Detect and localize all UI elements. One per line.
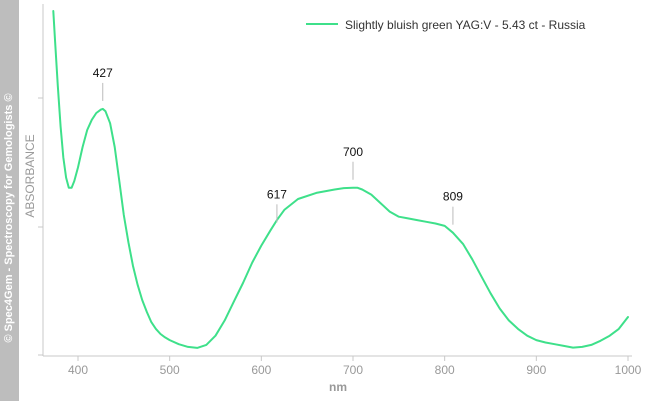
annotation-label: 427 xyxy=(93,66,113,80)
annotation-label: 617 xyxy=(267,187,287,201)
x-tick-label: 900 xyxy=(526,363,546,377)
x-tick-label: 1000 xyxy=(615,363,642,377)
legend-label: Slightly bluish green YAG:V - 5.43 ct - … xyxy=(345,18,586,32)
spectrum-line xyxy=(52,10,629,349)
x-axis-label: nm xyxy=(329,380,347,394)
x-tick-label: 500 xyxy=(160,363,180,377)
x-tick-label: 800 xyxy=(435,363,455,377)
x-ticks: 400 500 600 700 800 900 1000 xyxy=(68,356,642,377)
peak-annotations: 427 617 700 809 xyxy=(93,66,463,225)
x-tick-label: 600 xyxy=(251,363,271,377)
annotation-label: 809 xyxy=(443,190,463,204)
legend: Slightly bluish green YAG:V - 5.43 ct - … xyxy=(306,18,586,32)
chart-axes xyxy=(38,4,632,357)
x-tick-label: 700 xyxy=(343,363,363,377)
y-axis-label: ABSORBANCE xyxy=(23,134,37,217)
x-tick-label: 400 xyxy=(68,363,88,377)
annotation-label: 700 xyxy=(343,145,363,159)
watermark-sidebar: © Spec4Gem - Spectroscopy for Gemologist… xyxy=(0,0,19,401)
